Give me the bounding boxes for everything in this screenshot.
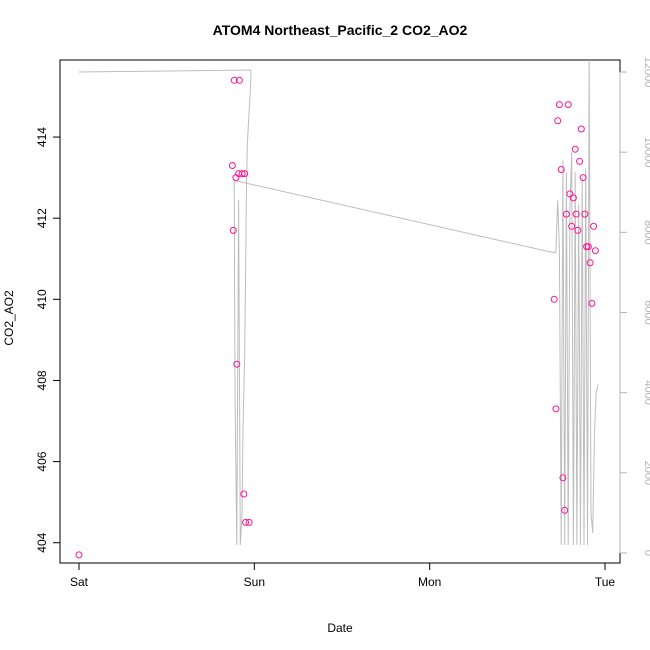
data-point bbox=[559, 474, 567, 482]
data-point bbox=[564, 101, 572, 109]
data-point bbox=[571, 145, 579, 153]
data-point bbox=[590, 222, 598, 230]
y-tick-label: 410 bbox=[35, 289, 49, 309]
data-point bbox=[572, 210, 580, 218]
y-axis-right: 0 2000 4000 6000 8000 10000 12000 bbox=[619, 57, 650, 556]
y2-tick-label: 10000 bbox=[642, 137, 650, 168]
y2-tick-label: 8000 bbox=[642, 220, 650, 244]
data-point bbox=[577, 125, 585, 133]
data-point bbox=[579, 174, 587, 182]
series-layer bbox=[75, 59, 599, 559]
data-point bbox=[566, 190, 574, 198]
data-point bbox=[555, 101, 563, 109]
data-point bbox=[242, 518, 250, 526]
data-point bbox=[588, 299, 596, 307]
data-point bbox=[554, 117, 562, 125]
data-point bbox=[550, 295, 558, 303]
data-point bbox=[75, 551, 83, 559]
y-tick-label: 414 bbox=[35, 127, 49, 147]
data-point bbox=[240, 490, 248, 498]
data-point bbox=[584, 243, 592, 251]
y2-tick-label: 2000 bbox=[642, 461, 650, 485]
data-point bbox=[581, 210, 589, 218]
series-line-1 bbox=[78, 59, 599, 546]
y2-tick-label: 12000 bbox=[642, 57, 650, 88]
chart-title: ATOM4 Northeast_Pacific_2 CO2_AO2 bbox=[213, 22, 468, 38]
y-tick-label: 412 bbox=[35, 208, 49, 228]
data-point bbox=[229, 226, 237, 234]
y-tick-label: 406 bbox=[35, 451, 49, 471]
y-axis-label: CO2_AO2 bbox=[2, 290, 16, 346]
data-point bbox=[238, 170, 246, 178]
data-point bbox=[586, 259, 594, 267]
data-point bbox=[576, 157, 584, 165]
data-point bbox=[228, 162, 236, 169]
x-axis-label: Date bbox=[327, 621, 353, 635]
y2-tick-label: 4000 bbox=[642, 380, 650, 404]
x-tick-label: Tue bbox=[595, 575, 616, 589]
y-axis-left: 404 406 408 410 412 414 bbox=[35, 127, 61, 553]
x-tick-label: Sun bbox=[244, 575, 265, 589]
data-point bbox=[235, 76, 243, 84]
plot-frame bbox=[59, 59, 621, 564]
data-point bbox=[552, 405, 560, 413]
y-tick-label: 404 bbox=[35, 532, 49, 552]
x-tick-label: Mon bbox=[418, 575, 441, 589]
data-point bbox=[233, 360, 241, 368]
y-tick-label: 408 bbox=[35, 370, 49, 390]
data-point bbox=[241, 170, 249, 178]
data-point bbox=[561, 506, 569, 514]
data-point bbox=[591, 247, 599, 255]
x-axis: Sat Sun Mon Tue bbox=[70, 562, 616, 589]
y2-tick-label: 0 bbox=[642, 550, 650, 556]
y2-tick-label: 6000 bbox=[642, 300, 650, 324]
data-point bbox=[568, 222, 576, 230]
data-point bbox=[230, 76, 238, 84]
data-point bbox=[562, 210, 570, 218]
x-tick-label: Sat bbox=[70, 575, 89, 589]
data-point bbox=[245, 518, 253, 526]
data-point bbox=[557, 166, 565, 173]
data-point bbox=[569, 194, 577, 202]
data-point bbox=[574, 226, 582, 234]
